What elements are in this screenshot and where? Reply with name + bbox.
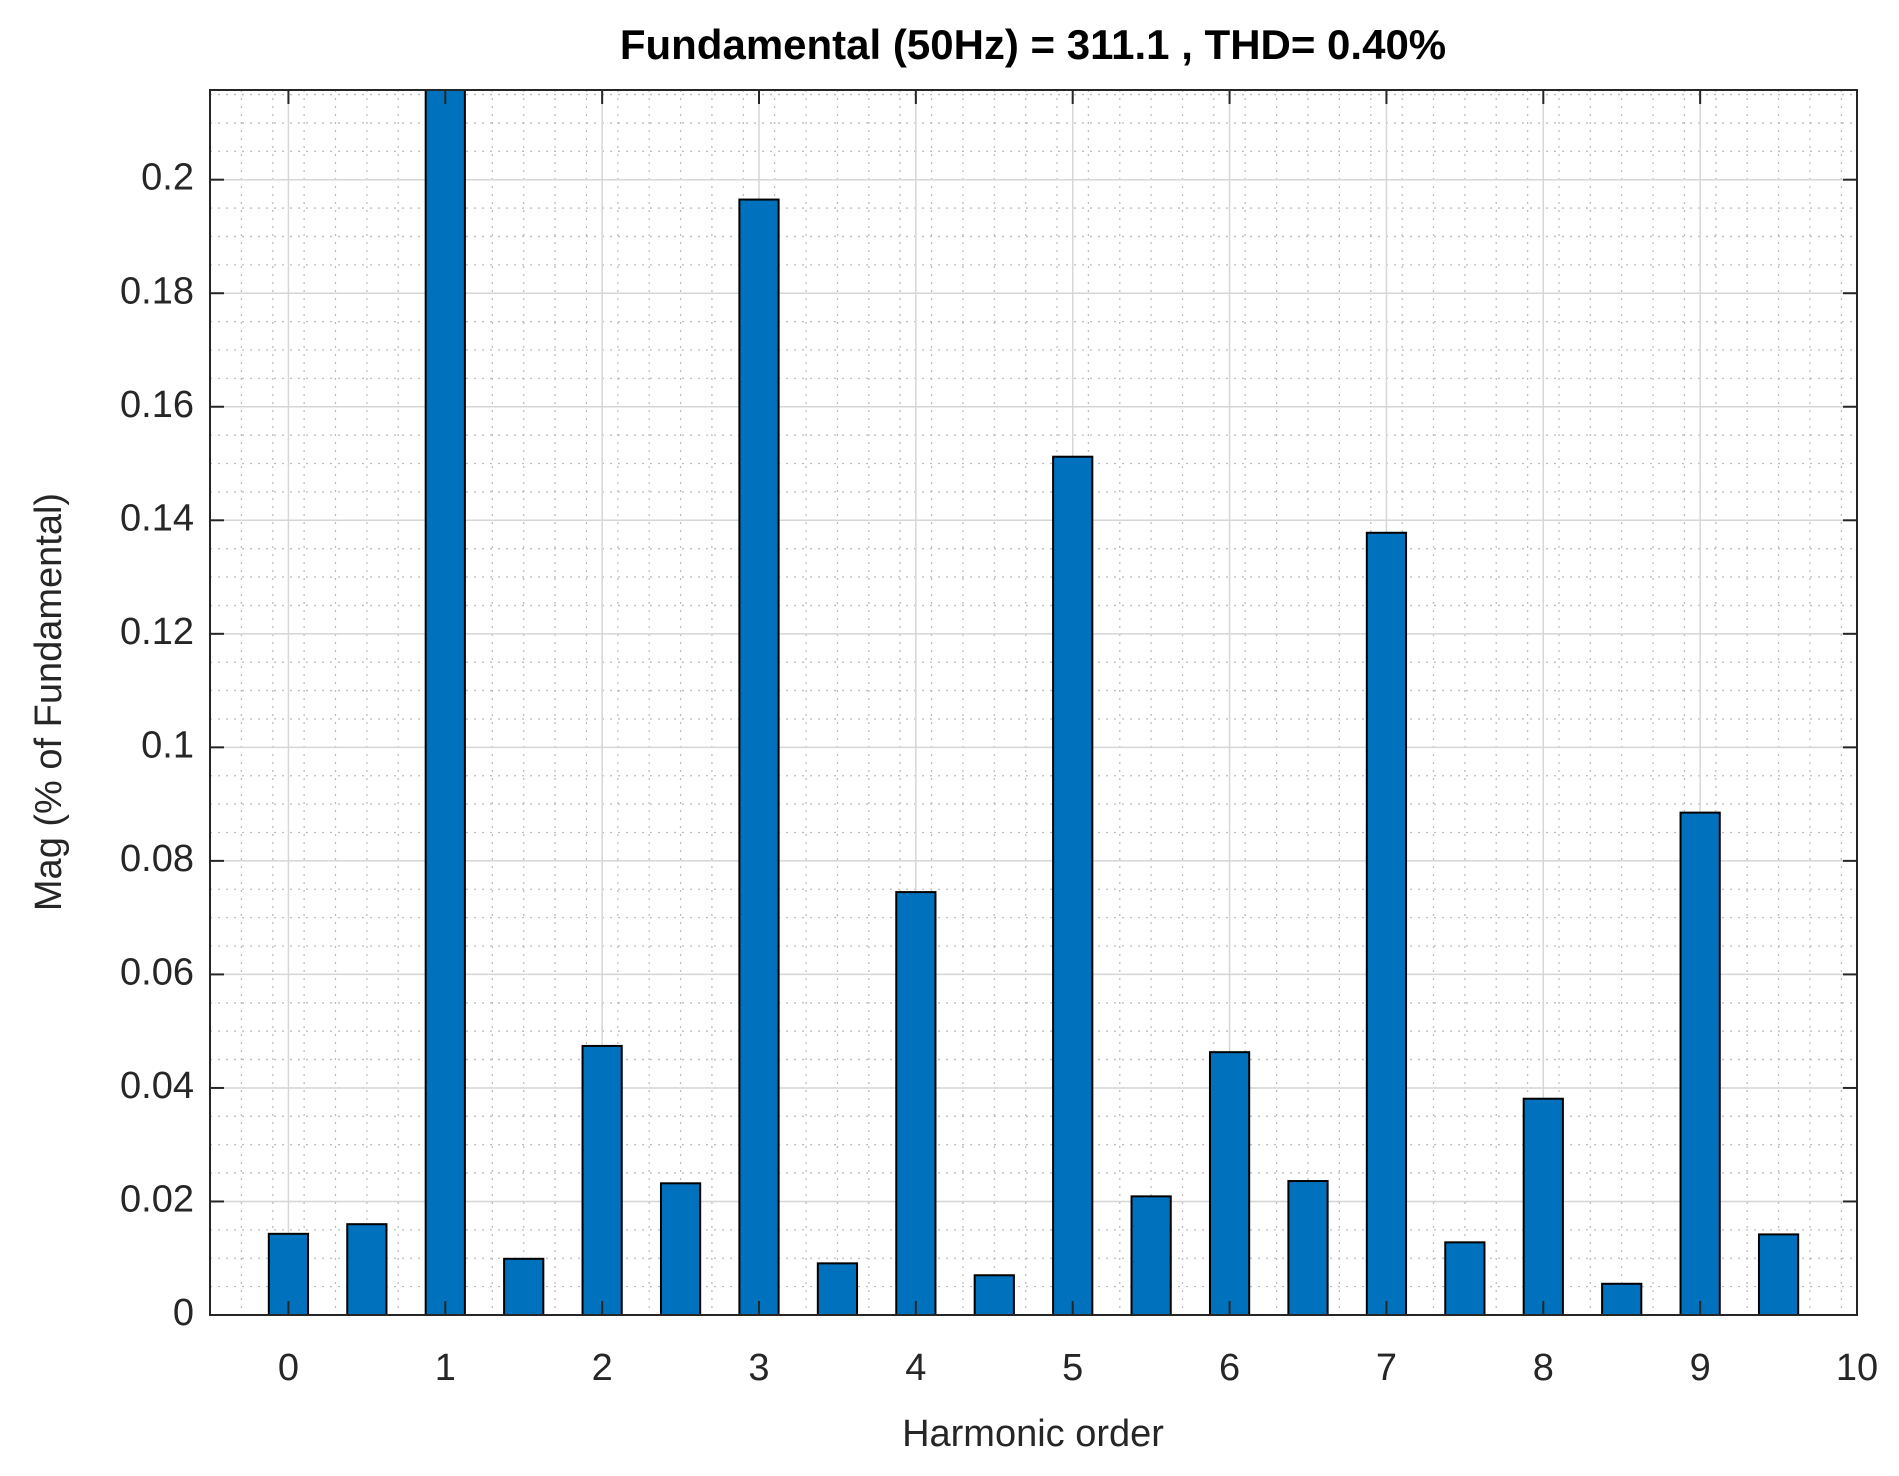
y-tick-label: 0.12 <box>120 611 194 653</box>
y-tick-label: 0.14 <box>120 497 194 539</box>
bar <box>1130 1195 1172 1315</box>
bar <box>816 1262 859 1315</box>
y-axis-label: Mag (% of Fundamental) <box>28 493 70 911</box>
bar <box>1679 811 1721 1315</box>
axes-box <box>209 89 1858 1316</box>
x-tick-label: 1 <box>435 1347 456 1389</box>
bar <box>1444 1241 1486 1315</box>
y-tick-label: 0.08 <box>120 838 194 880</box>
x-tick-label: 9 <box>1690 1347 1711 1389</box>
bar <box>1365 531 1408 1315</box>
bar <box>973 1274 1015 1315</box>
x-tick-label: 4 <box>905 1347 926 1389</box>
y-tick-label: 0.16 <box>120 384 194 426</box>
x-tick-label: 3 <box>748 1347 769 1389</box>
x-axis-label: Harmonic order <box>902 1413 1164 1455</box>
x-tick-label: 6 <box>1219 1347 1240 1389</box>
bar <box>895 891 937 1315</box>
bars <box>267 90 1800 1315</box>
x-tick-label: 10 <box>1836 1347 1878 1389</box>
bar <box>1052 455 1094 1315</box>
bar <box>581 1044 623 1315</box>
x-tick-label: 8 <box>1533 1347 1554 1389</box>
chart-title: Fundamental (50Hz) = 311.1 , THD= 0.40% <box>620 21 1446 68</box>
y-tick-label: 0.2 <box>141 157 194 199</box>
bar <box>1208 1051 1251 1315</box>
y-tick-label: 0.1 <box>141 724 194 766</box>
y-tick-label: 0.02 <box>120 1179 194 1221</box>
bar <box>424 90 466 1315</box>
y-tick-label: 0.06 <box>120 951 194 993</box>
bar <box>1522 1097 1564 1315</box>
y-tick-label: 0.04 <box>120 1065 194 1107</box>
bar <box>738 198 780 1315</box>
y-tick-label: 0 <box>173 1292 194 1334</box>
bar <box>1287 1180 1329 1315</box>
bar <box>659 1182 702 1315</box>
x-tick-label: 0 <box>278 1347 299 1389</box>
bar <box>1601 1282 1643 1315</box>
x-tick-label: 7 <box>1376 1347 1397 1389</box>
y-tick-label: 0.18 <box>120 270 194 312</box>
bar <box>1757 1233 1800 1315</box>
bar <box>346 1223 388 1315</box>
plot-area <box>210 90 1857 1315</box>
x-tick-label: 5 <box>1062 1347 1083 1389</box>
x-tick-label: 2 <box>592 1347 613 1389</box>
bar <box>503 1257 545 1315</box>
